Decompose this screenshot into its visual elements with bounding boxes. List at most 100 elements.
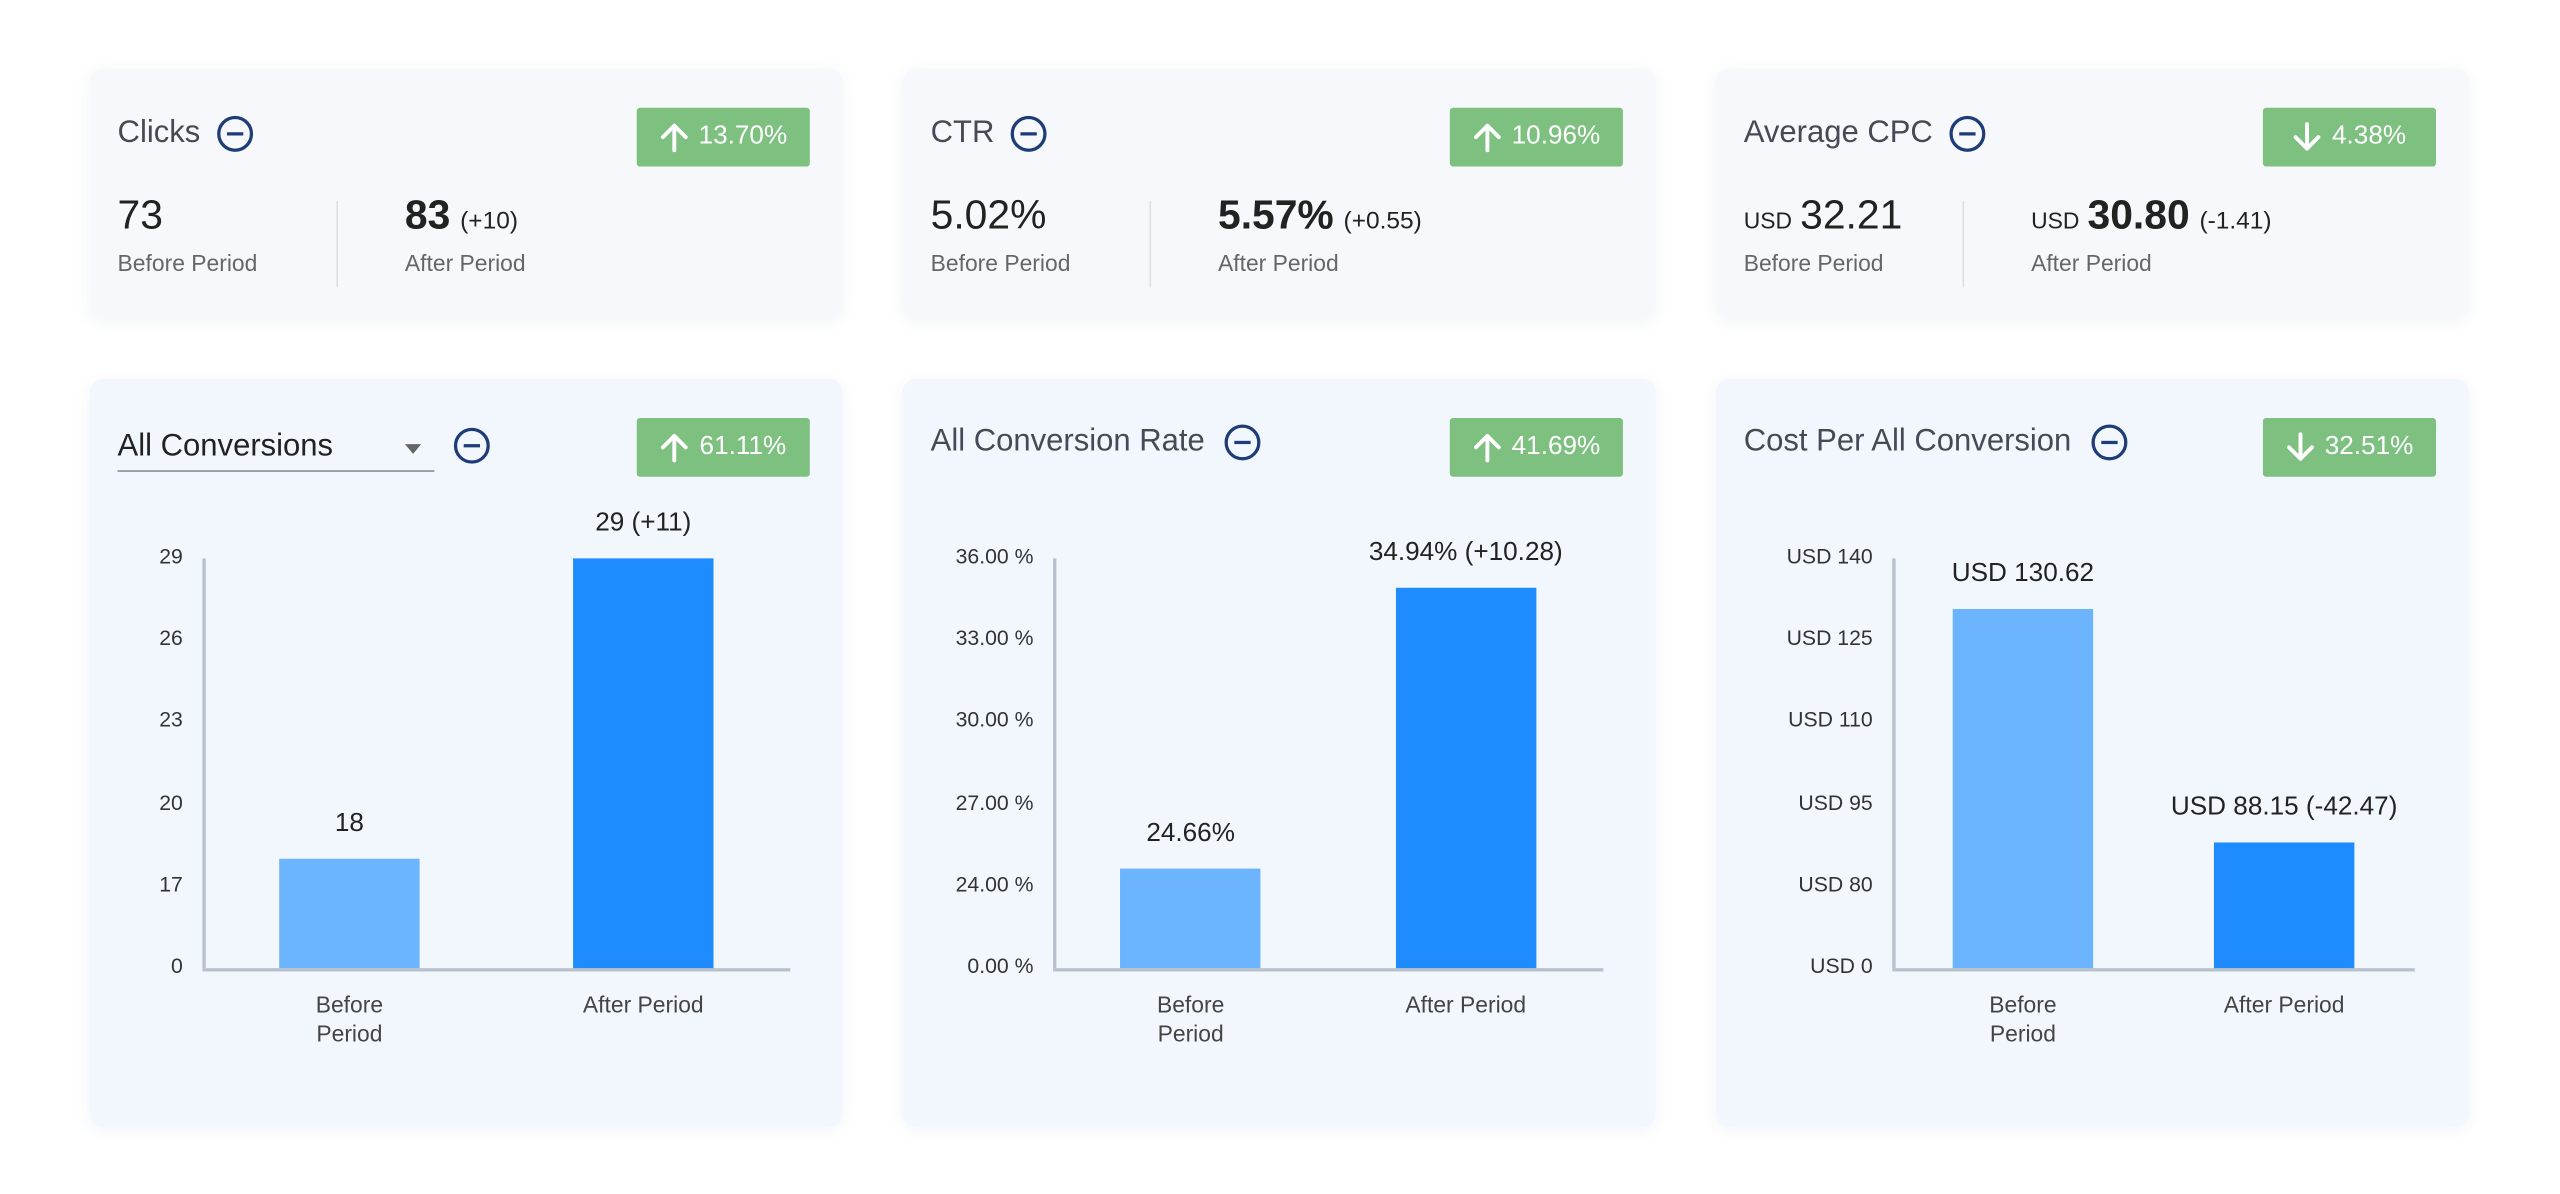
y-tick-label: 0.00 % xyxy=(967,953,1034,978)
x-axis xyxy=(1053,968,1604,972)
chart-title: All Conversion Rate xyxy=(930,424,1205,459)
bar xyxy=(2213,841,2355,969)
after-value: 83 (+10) xyxy=(405,193,518,240)
before-value: USD 32.21 xyxy=(1744,193,1903,240)
divider xyxy=(1962,200,1965,288)
bar xyxy=(573,558,714,969)
currency: USD xyxy=(2031,207,2080,234)
arrow-icon xyxy=(1473,433,1501,463)
metric-dropdown[interactable]: All Conversions xyxy=(117,429,435,472)
y-tick-label: 23 xyxy=(159,707,183,733)
before-label: Before Period xyxy=(930,249,1071,276)
x-tick-label: After Period xyxy=(2223,991,2345,1018)
change-value: 4.38% xyxy=(2332,122,2407,151)
change-badge: 10.96% xyxy=(1449,107,1623,167)
y-axis xyxy=(1892,558,1896,969)
bar xyxy=(1952,609,2094,969)
value: 32.21 xyxy=(1800,192,1903,239)
arrow-icon xyxy=(661,433,689,463)
bar xyxy=(1120,868,1261,969)
value: 83 xyxy=(404,192,451,239)
collapse-icon[interactable] xyxy=(1010,115,1047,152)
collapse-icon[interactable] xyxy=(453,427,490,464)
delta: (+0.55) xyxy=(1343,207,1422,236)
x-tick-label: After Period xyxy=(582,991,704,1018)
kpi-header: Clicks xyxy=(117,115,253,152)
value-label: 24.66% xyxy=(1146,819,1235,847)
x-axis xyxy=(1892,968,2415,972)
currency: USD xyxy=(1743,207,1792,234)
after-label: After Period xyxy=(404,249,526,276)
collapse-icon[interactable] xyxy=(216,115,253,152)
y-axis xyxy=(1053,558,1057,969)
chart-card: All Conversions 61.11% 0 17 20 23 26 29 18 Before… xyxy=(89,378,843,1127)
y-tick-label: 24.00 % xyxy=(955,871,1034,897)
after-value: 5.57% (+0.55) xyxy=(1218,193,1422,240)
y-tick-label: USD 110 xyxy=(1788,707,1873,733)
y-tick-label: 33.00 % xyxy=(955,625,1034,651)
x-tick-label: After Period xyxy=(1405,991,1527,1018)
value-label: USD 88.15 (-42.47) xyxy=(2170,792,2398,821)
collapse-icon[interactable] xyxy=(2090,424,2127,461)
delta: (-1.41) xyxy=(2199,207,2272,236)
y-axis xyxy=(202,558,206,969)
before-label: Before Period xyxy=(117,249,258,276)
after-label: After Period xyxy=(1217,249,1339,276)
before-value: 5.02% xyxy=(931,193,1047,240)
kpi-header: CTR xyxy=(930,115,1047,152)
y-tick-label: USD 95 xyxy=(1798,789,1873,815)
y-tick-label: 26 xyxy=(159,625,183,651)
divider xyxy=(336,200,338,288)
after-label: After Period xyxy=(2031,249,2152,276)
divider xyxy=(1149,200,1152,288)
value-label: 29 (+11) xyxy=(595,509,692,538)
y-tick-label: 20 xyxy=(159,789,183,815)
y-tick-label: 17 xyxy=(159,871,183,897)
value-label: 18 xyxy=(334,809,364,838)
before-value: 73 xyxy=(118,193,163,240)
change-value: 13.70% xyxy=(698,122,788,151)
before-label: Before Period xyxy=(1743,249,1884,276)
collapse-icon[interactable] xyxy=(1224,424,1261,461)
y-tick-label: USD 140 xyxy=(1786,543,1873,569)
delta: (+10) xyxy=(460,207,518,236)
chart-header: Cost Per All Conversion xyxy=(1743,424,2127,461)
chart-card: Cost Per All Conversion 32.51% USD 0 USD 80… xyxy=(1715,378,2469,1127)
x-axis xyxy=(202,968,791,972)
after-value: USD 30.80 (-1.41) xyxy=(2031,193,2272,240)
kpi-title: Clicks xyxy=(117,115,201,151)
kpi-card: CTR 10.96% 5.02% Before Period 5.57% (+0.55) A… xyxy=(902,68,1656,319)
kpi-card: Clicks 13.70% 73 Before Period 83 (+10) After … xyxy=(89,68,843,319)
chart-card: All Conversion Rate 41.69% 0.00 % 24.00 % 27… xyxy=(902,378,1656,1127)
y-tick-label: USD 0 xyxy=(1810,953,1873,978)
change-badge: 13.70% xyxy=(636,107,810,167)
change-value: 10.96% xyxy=(1511,122,1601,151)
y-tick-label: USD 125 xyxy=(1786,625,1873,651)
kpi-header: Average CPC xyxy=(1743,115,1986,152)
kpi-title: Average CPC xyxy=(1743,115,1933,151)
chart-header: All Conversion Rate xyxy=(930,424,1261,461)
arrow-icon xyxy=(2286,432,2314,461)
change-badge: 32.51% xyxy=(2262,417,2436,477)
kpi-title: CTR xyxy=(930,115,995,151)
change-badge: 61.11% xyxy=(636,417,810,477)
arrow-icon xyxy=(1473,123,1501,153)
y-tick-label: 29 xyxy=(159,543,183,569)
change-badge: 41.69% xyxy=(1449,417,1623,477)
change-value: 32.51% xyxy=(2324,432,2414,461)
change-value: 61.11% xyxy=(699,432,787,461)
y-tick-label: 30.00 % xyxy=(955,707,1034,733)
value: 30.80 xyxy=(2087,192,2190,239)
collapse-icon[interactable] xyxy=(1949,115,1986,152)
bar xyxy=(1395,587,1536,969)
bar xyxy=(279,858,420,969)
value-label: 34.94% (+10.28) xyxy=(1368,538,1563,567)
value: 5.02% xyxy=(930,192,1047,239)
y-tick-label: USD 80 xyxy=(1798,871,1873,897)
y-tick-label: 27.00 % xyxy=(955,789,1034,815)
dropdown-value: All Conversions xyxy=(117,429,334,464)
arrow-icon xyxy=(2294,122,2321,151)
chart-title: Cost Per All Conversion xyxy=(1743,424,2072,459)
value-label: USD 130.62 xyxy=(1951,560,2095,589)
